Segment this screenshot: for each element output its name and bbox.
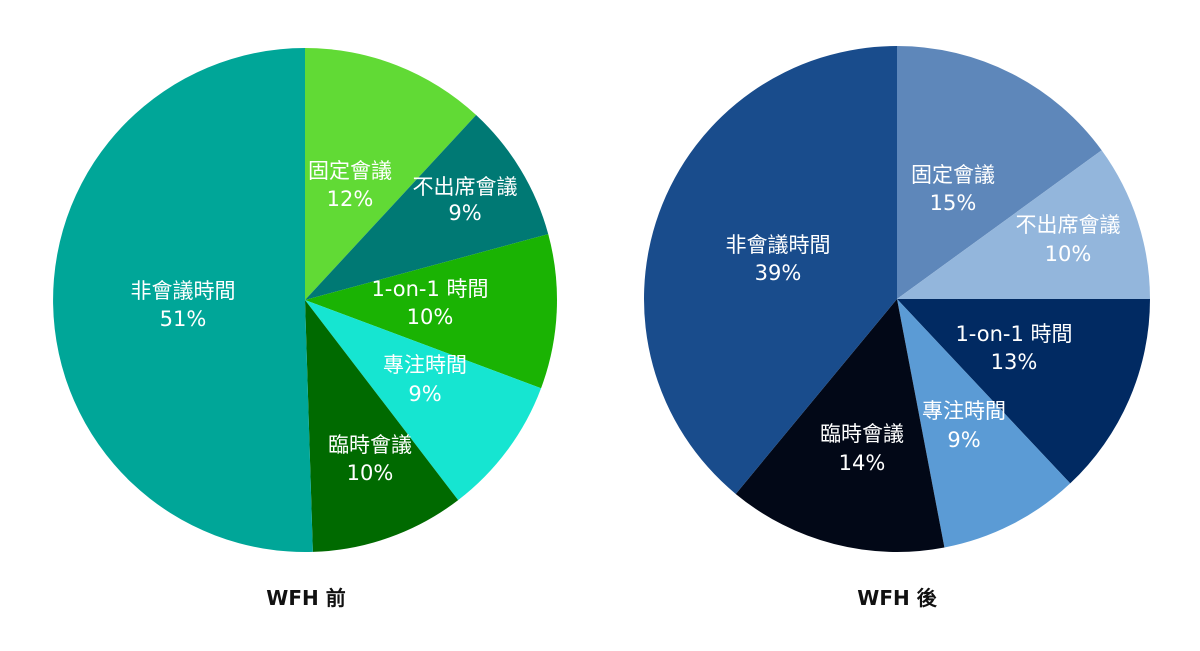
slice-label-before-1: 不出席會議 (413, 175, 518, 199)
pie-slice-after-0 (897, 46, 1102, 299)
pie-slice-before-1 (305, 115, 549, 301)
slice-value-after-3: 9% (947, 428, 980, 452)
slice-label-before-2: 1-on-1 時間 (371, 277, 488, 301)
slice-value-after-2: 13% (991, 350, 1038, 374)
pie-slice-before-3 (305, 300, 542, 501)
slice-label-after-5: 非會議時間 (726, 233, 831, 257)
slice-label-before-5: 非會議時間 (131, 279, 236, 303)
pie-slice-after-3 (897, 299, 1071, 548)
slice-value-before-2: 10% (407, 305, 454, 329)
slice-value-before-0: 12% (327, 187, 374, 211)
slice-value-after-5: 39% (755, 261, 802, 285)
pie-slice-after-4 (735, 299, 945, 553)
pie-slice-before-4 (305, 300, 459, 552)
slice-label-after-4: 臨時會議 (820, 422, 904, 446)
slice-label-before-3: 專注時間 (383, 353, 467, 377)
slice-label-after-2: 1-on-1 時間 (955, 322, 1072, 346)
slice-value-before-4: 10% (347, 461, 394, 485)
pie-slice-after-5 (643, 46, 897, 494)
slice-label-before-0: 固定會議 (308, 159, 392, 183)
slice-label-after-3: 專注時間 (922, 399, 1006, 423)
pie-slice-after-2 (897, 299, 1150, 484)
slice-value-before-1: 9% (448, 201, 481, 225)
pie-slice-before-0 (305, 48, 477, 300)
slice-label-after-1: 不出席會議 (1016, 213, 1121, 237)
slice-value-after-1: 10% (1045, 242, 1092, 266)
pie-title-before: WFH 前 (266, 586, 346, 610)
slice-value-before-5: 51% (160, 307, 207, 331)
slice-value-before-3: 9% (408, 382, 441, 406)
pie-slice-after-1 (897, 150, 1150, 299)
slice-value-after-0: 15% (930, 191, 977, 215)
pie-chart-after: 固定會議 15% 不出席會議 10% 1-on-1 時間 13% 專注時間 9% 臨時會議 14%… (643, 46, 1150, 553)
pie-title-after: WFH 後 (857, 586, 937, 610)
slice-value-after-4: 14% (839, 451, 886, 475)
pie-slice-before-2 (305, 234, 557, 389)
slice-label-after-0: 固定會議 (911, 163, 995, 187)
slice-label-before-4: 臨時會議 (328, 433, 412, 457)
pie-slice-before-5 (53, 48, 313, 552)
